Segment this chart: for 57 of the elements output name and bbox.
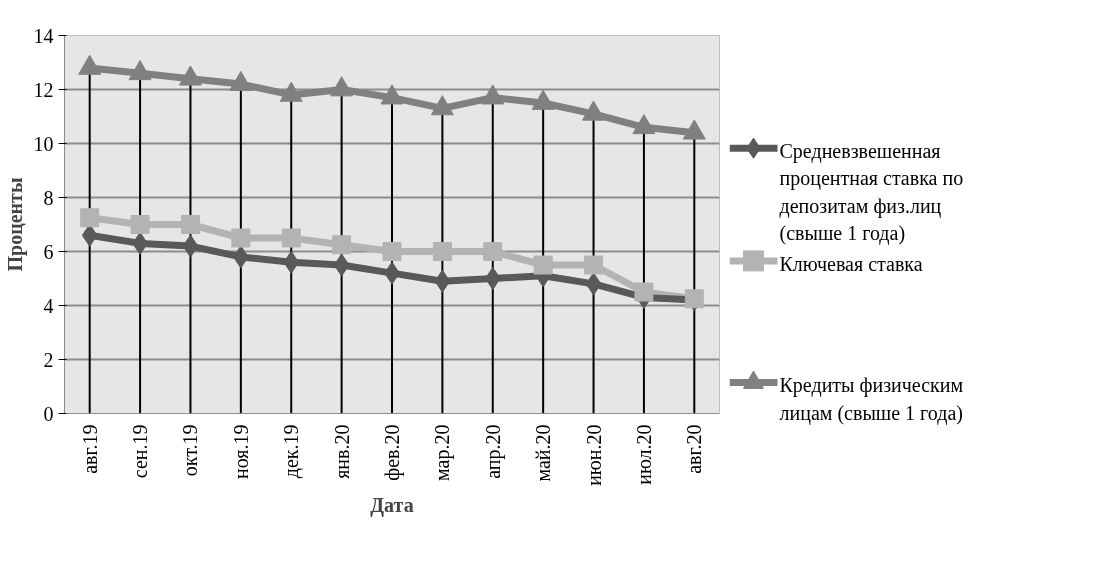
point xyxy=(283,250,300,274)
x-tick-label: фев.20 xyxy=(381,424,404,481)
x-tick-label: сен.19 xyxy=(129,424,152,479)
point xyxy=(78,54,102,75)
point xyxy=(432,242,452,261)
y-tick-label: 2 xyxy=(43,348,54,371)
point xyxy=(484,267,501,290)
point xyxy=(332,235,352,255)
y-tick-label: 12 xyxy=(33,78,54,101)
x-tick-label: июл.20 xyxy=(632,424,655,485)
point xyxy=(582,100,606,121)
point xyxy=(481,84,505,105)
point xyxy=(130,215,150,234)
point xyxy=(333,253,350,277)
y-tick-label: 6 xyxy=(43,240,54,263)
legend-label: Кредиты физическим лицам (свыше 1 года) xyxy=(779,374,964,425)
point xyxy=(483,242,503,261)
point xyxy=(279,81,303,102)
x-tick-label: янв.20 xyxy=(330,424,353,479)
y-axis-title: Проценты xyxy=(3,177,27,272)
y-tick-label: 14 xyxy=(33,24,54,47)
x-tick-label: авг.20 xyxy=(683,424,706,474)
point xyxy=(128,60,152,81)
x-tick-label: окт.19 xyxy=(179,424,202,477)
x-tick-label: мар.20 xyxy=(431,424,455,481)
point xyxy=(585,272,602,296)
point xyxy=(229,70,253,91)
point xyxy=(231,228,251,248)
y-tick-label: 4 xyxy=(43,294,54,317)
y-tick-label: 8 xyxy=(43,186,54,209)
point xyxy=(182,234,199,258)
y-tick-label: 0 xyxy=(43,402,54,425)
x-tick-label: июн.20 xyxy=(582,424,605,486)
x-tick-label: дек.19 xyxy=(280,424,304,479)
legend-label: Средневзвешенная процентная ставка по депозитам физ.лиц (свыше 1 года) xyxy=(779,139,964,246)
x-tick-label: ноя.19 xyxy=(229,424,252,480)
point xyxy=(178,65,202,86)
x-tick-label: май.20 xyxy=(532,424,555,482)
point xyxy=(380,84,404,105)
point xyxy=(584,255,604,275)
point xyxy=(533,255,553,275)
point xyxy=(531,89,555,110)
y-tick-label: 10 xyxy=(33,132,54,155)
point xyxy=(632,114,656,135)
point xyxy=(281,228,301,248)
point xyxy=(634,282,654,302)
x-tick-label: апр.20 xyxy=(481,424,505,479)
point xyxy=(682,119,706,140)
point xyxy=(434,269,451,293)
x-axis-title: Дата xyxy=(370,493,414,517)
x-tick-label: авг.19 xyxy=(78,424,101,474)
point xyxy=(382,242,402,261)
point xyxy=(330,76,354,97)
point xyxy=(180,215,200,234)
point xyxy=(80,208,100,228)
legend-label: Ключевая ставка xyxy=(779,252,923,275)
point xyxy=(430,95,454,116)
